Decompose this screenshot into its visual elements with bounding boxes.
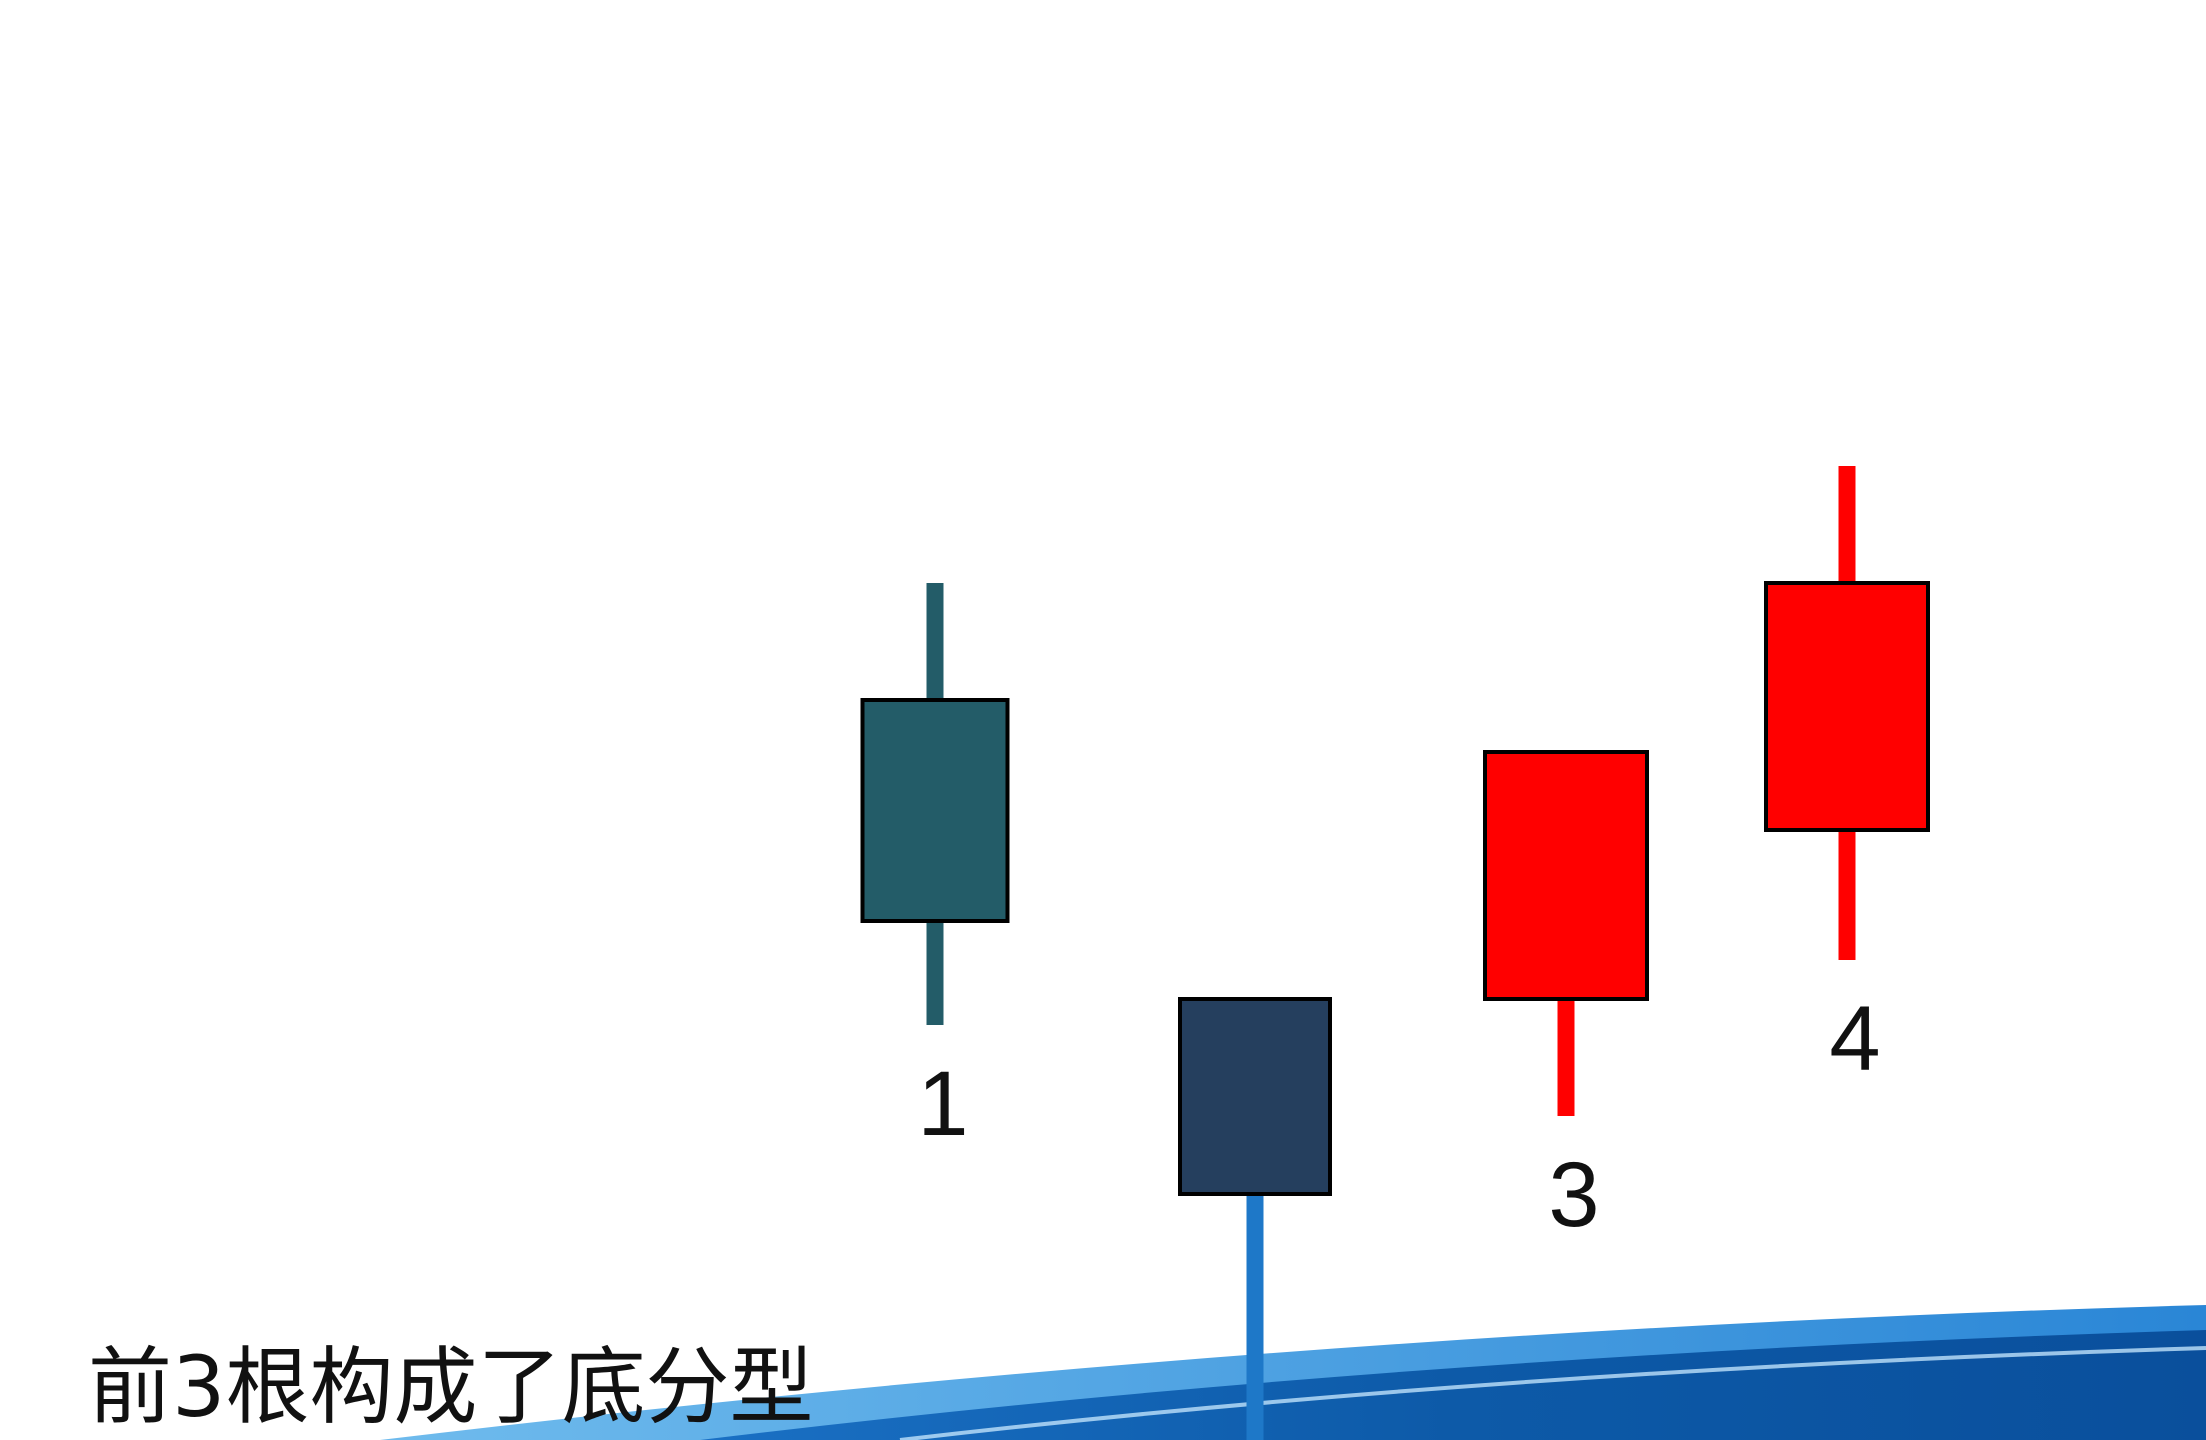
chart-caption: 前3根构成了底分型 bbox=[88, 1338, 814, 1436]
candle-3-body bbox=[1483, 750, 1649, 1001]
candle-4-lower-wick bbox=[1838, 830, 1856, 960]
candle-4: 4 bbox=[1764, 466, 1930, 1090]
candles-layer: 1 3 4 bbox=[860, 466, 1930, 1440]
candle-1-upper-wick bbox=[926, 583, 944, 700]
candle-2-lower-wick bbox=[1246, 1194, 1264, 1440]
candle-1-label: 1 bbox=[917, 1053, 968, 1155]
candle-1: 1 bbox=[860, 583, 1010, 1155]
candle-3: 3 bbox=[1483, 750, 1649, 1246]
candle-1-body bbox=[860, 698, 1010, 923]
candle-4-body bbox=[1764, 581, 1930, 832]
candle-2 bbox=[1178, 997, 1332, 1440]
banner-decoration bbox=[380, 1305, 2206, 1440]
candle-4-label: 4 bbox=[1829, 988, 1880, 1090]
candle-4-upper-wick bbox=[1838, 466, 1856, 583]
candle-2-body bbox=[1178, 997, 1332, 1196]
candle-1-lower-wick bbox=[926, 921, 944, 1025]
candle-3-lower-wick bbox=[1557, 999, 1575, 1116]
candle-3-label: 3 bbox=[1548, 1144, 1599, 1246]
